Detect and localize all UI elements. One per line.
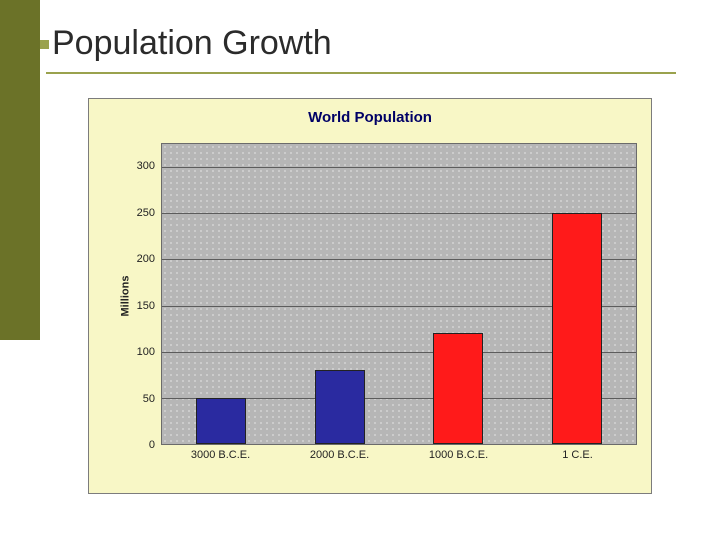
bar <box>552 213 602 444</box>
slide-title: Population Growth <box>52 24 332 63</box>
y-tick-label: 200 <box>125 253 155 265</box>
bar <box>433 333 483 444</box>
plot-area <box>161 143 637 445</box>
x-tick-label: 1 C.E. <box>562 449 593 461</box>
y-tick-label: 250 <box>125 207 155 219</box>
plot-container: 050100150200250300 <box>161 143 637 445</box>
x-tick-label: 3000 B.C.E. <box>191 449 250 461</box>
y-tick-label: 150 <box>125 300 155 312</box>
chart-panel: World Population Millions 05010015020025… <box>88 98 652 494</box>
title-underline <box>46 72 676 74</box>
y-tick-label: 300 <box>125 160 155 172</box>
gridline <box>162 444 636 445</box>
x-tick-label: 2000 B.C.E. <box>310 449 369 461</box>
slide: Population Growth World Population Milli… <box>0 0 720 540</box>
gridline <box>162 167 636 168</box>
y-tick-label: 50 <box>125 393 155 405</box>
bar <box>196 398 246 444</box>
title-bullet <box>40 40 49 49</box>
y-tick-label: 0 <box>125 439 155 451</box>
y-tick-label: 100 <box>125 346 155 358</box>
x-axis-labels: 3000 B.C.E. 2000 B.C.E. 1000 B.C.E. 1 C.E. <box>161 449 637 469</box>
x-tick-label: 1000 B.C.E. <box>429 449 488 461</box>
chart-title: World Population <box>89 109 651 126</box>
bar <box>315 370 365 444</box>
accent-stripe <box>0 0 40 340</box>
